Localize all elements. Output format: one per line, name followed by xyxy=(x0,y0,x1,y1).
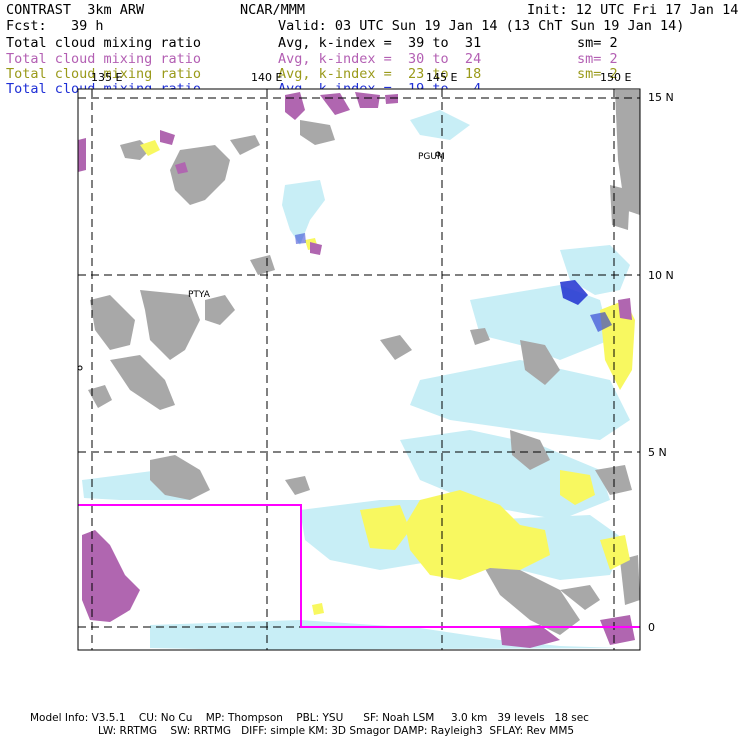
island-marker xyxy=(77,365,83,371)
field-name-3: Total cloud mixing ratio xyxy=(6,66,202,82)
guam-marker xyxy=(435,151,441,157)
field-kindex-3: Avg, k-index = 23 to 18 xyxy=(278,66,482,82)
center-name: NCAR/MMM xyxy=(240,2,306,18)
mid-cloud-layer xyxy=(78,92,635,648)
model-info-line-1: Model Info: V3.5.1 CU: No Cu MP: Thompso… xyxy=(30,712,589,724)
field-name-1: Total cloud mixing ratio xyxy=(6,35,202,51)
lon-label-140: 140 E xyxy=(251,71,283,84)
forecast-hour: Fcst: 39 h xyxy=(6,18,104,34)
field-kindex-2: Avg, k-index = 30 to 24 xyxy=(278,51,482,67)
lon-label-150: 150 E xyxy=(600,71,632,84)
valid-time: Valid: 03 UTC Sun 19 Jan 14 (13 ChT Sun … xyxy=(278,18,685,34)
low-cloud-layer xyxy=(140,140,635,615)
lat-label-15n: 15 N xyxy=(648,91,674,104)
field-name-2: Total cloud mixing ratio xyxy=(6,51,202,67)
model-info-line-2: LW: RRTMG SW: RRTMG DIFF: simple KM: 3D … xyxy=(98,725,575,737)
lat-label-5n: 5 N xyxy=(648,446,667,459)
field-kindex-1: Avg, k-index = 39 to 31 xyxy=(278,35,482,51)
lon-label-145: 145 E xyxy=(426,71,458,84)
lat-label-0: 0 xyxy=(648,621,655,634)
lon-label-135: 135 E xyxy=(91,71,123,84)
field-sm-2: sm= 2 xyxy=(577,51,618,67)
station-pgum: PGUM xyxy=(418,152,445,162)
lat-label-10n: 10 N xyxy=(648,269,674,282)
high-cloud-layer xyxy=(88,90,640,635)
model-name: CONTRAST 3km ARW xyxy=(6,2,145,18)
field-sm-3: sm= 2 xyxy=(577,66,618,82)
init-time: Init: 12 UTC Fri 17 Jan 14 xyxy=(527,2,739,18)
deep-cloud-layer xyxy=(295,233,612,332)
station-ptya: PTYA xyxy=(188,290,210,300)
nested-domain-outline xyxy=(78,504,640,628)
field-sm-1: sm= 2 xyxy=(577,35,618,51)
